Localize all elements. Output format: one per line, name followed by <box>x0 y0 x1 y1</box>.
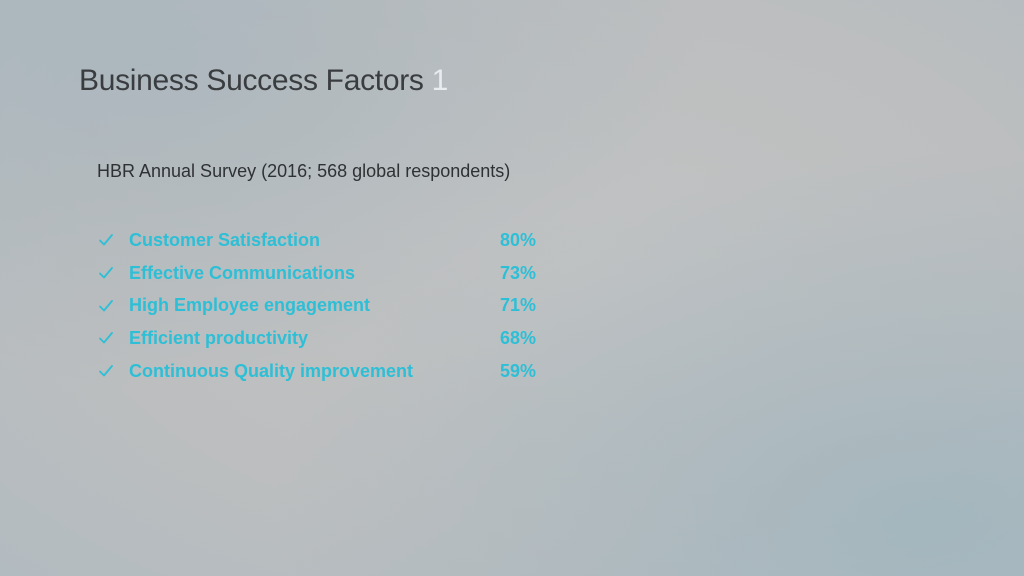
factor-value: 71% <box>500 295 537 316</box>
slide-title: Business Success Factors 1 <box>79 64 448 98</box>
slide-title-text: Business Success Factors <box>79 64 424 97</box>
check-icon <box>97 329 115 347</box>
list-item: Continuous Quality improvement 59% <box>97 355 536 388</box>
factor-label: Continuous Quality improvement <box>129 360 414 381</box>
factor-label: Effective Communications <box>129 262 356 283</box>
check-icon <box>97 264 115 282</box>
list-item: Efficient productivity 68% <box>97 322 536 355</box>
success-factor-list: Customer Satisfaction 80% Effective Comm… <box>97 224 536 387</box>
check-icon <box>97 297 115 315</box>
factor-value: 73% <box>500 262 537 283</box>
check-icon <box>97 231 115 249</box>
slide-subtitle: HBR Annual Survey (2016; 568 global resp… <box>97 161 511 181</box>
factor-value: 80% <box>500 229 537 250</box>
factor-value: 59% <box>500 360 537 381</box>
factor-label: High Employee engagement <box>129 295 371 316</box>
factor-label: Customer Satisfaction <box>129 229 321 250</box>
list-item: Effective Communications 73% <box>97 257 536 290</box>
factor-value: 68% <box>500 327 537 348</box>
slide-title-footnote-marker: 1 <box>431 64 449 97</box>
list-item: High Employee engagement 71% <box>97 289 536 322</box>
list-item: Customer Satisfaction 80% <box>97 224 536 257</box>
check-icon <box>97 362 115 380</box>
factor-label: Efficient productivity <box>129 327 309 348</box>
